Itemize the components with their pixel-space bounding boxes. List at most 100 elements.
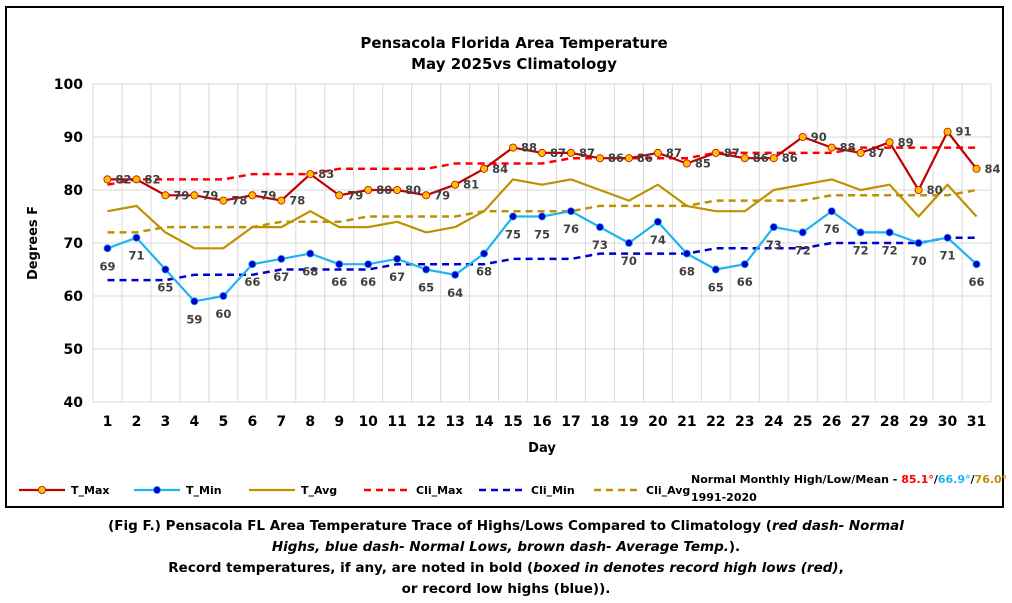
- tmax-data-label: 87: [666, 146, 682, 160]
- series-line-t-avg: [107, 178, 978, 250]
- tmin-data-label: 66: [331, 275, 347, 289]
- normals-note: Normal Monthly High/Low/Mean - 85.1°/66.…: [691, 473, 1006, 486]
- data-point-t-max: [769, 154, 778, 163]
- y-axis-ticks: 40 50 60 70 80 90 100: [54, 77, 83, 411]
- tmax-data-label: 87: [579, 146, 595, 160]
- tmax-data-label: 84: [985, 162, 1001, 176]
- data-point-t-max: [335, 191, 344, 200]
- data-point-t-min: [277, 254, 286, 263]
- tmin-data-label: 64: [447, 286, 463, 300]
- tmin-data-label: 65: [418, 281, 434, 295]
- tmin-data-label: 66: [737, 275, 753, 289]
- data-point-t-min: [451, 270, 460, 279]
- tmax-data-label: 79: [434, 188, 450, 202]
- tmin-data-label: 67: [389, 270, 405, 284]
- tmax-data-label: 78: [289, 194, 305, 208]
- data-point-t-min: [740, 260, 749, 269]
- legend-label: Cli_Max: [416, 484, 463, 497]
- data-point-t-max: [538, 148, 547, 157]
- tmin-data-label: 66: [360, 275, 376, 289]
- tmax-data-label: 85: [695, 157, 711, 171]
- tmax-data-label: 83: [318, 167, 334, 181]
- tmax-data-label: 88: [521, 141, 537, 155]
- data-point-t-min: [595, 223, 604, 232]
- data-point-t-min: [885, 228, 894, 237]
- x-tick-label: 21: [677, 414, 696, 430]
- x-tick-label: 11: [387, 414, 406, 430]
- caption-text: ,: [838, 560, 844, 576]
- tmin-data-label: 73: [592, 238, 608, 252]
- data-point-t-max: [740, 154, 749, 163]
- temperature-chart: Pensacola Florida Area Temperature May 2…: [19, 34, 1006, 504]
- chart-title: Pensacola Florida Area Temperature: [360, 34, 667, 52]
- data-point-t-min: [161, 265, 170, 274]
- tmax-data-label: 82: [144, 172, 160, 186]
- data-point-t-max: [219, 196, 228, 205]
- legend-label: T_Min: [186, 484, 222, 497]
- x-tick-label: 20: [648, 414, 668, 430]
- data-point-t-min: [219, 291, 228, 300]
- tmin-data-label: 74: [650, 233, 666, 247]
- x-axis-ticks: 1 2 3 4 5 6 7 8 9 10 11 12 13 14 15 16 17 18 19 20 21 22 23 24 2…: [103, 414, 987, 430]
- data-point-t-min: [306, 249, 315, 258]
- x-tick-label: 29: [909, 414, 928, 430]
- tmax-data-label: 89: [898, 135, 914, 149]
- y-tick-label: 40: [64, 395, 84, 411]
- legend: T_Max T_Min T_Avg Cli_Max Cli_Min Cli_Avg: [19, 484, 690, 497]
- x-tick-label: 26: [822, 414, 841, 430]
- data-point-t-min: [335, 260, 344, 269]
- x-tick-label: 7: [276, 414, 286, 430]
- tmin-data-label: 72: [882, 243, 898, 257]
- tmin-data-label: 73: [766, 238, 782, 252]
- normals-period: 1991-2020: [691, 491, 757, 504]
- x-tick-label: 31: [967, 414, 986, 430]
- x-tick-label: 16: [532, 414, 551, 430]
- data-point-t-min: [856, 228, 865, 237]
- tmin-data-label: 76: [563, 222, 579, 236]
- legend-label: T_Avg: [301, 484, 337, 497]
- data-point-t-max: [190, 191, 199, 200]
- x-tick-label: 28: [880, 414, 899, 430]
- tmax-data-label: 81: [463, 178, 479, 192]
- x-tick-label: 6: [247, 414, 257, 430]
- y-tick-label: 80: [64, 183, 84, 199]
- x-tick-label: 30: [938, 414, 958, 430]
- tmin-data-label: 68: [302, 265, 318, 279]
- tmin-data-label: 68: [476, 265, 492, 279]
- data-point-t-min: [480, 249, 489, 258]
- caption-text: (Fig F.) Pensacola FL Area Temperature T…: [108, 518, 772, 534]
- data-point-t-min: [827, 207, 836, 216]
- caption-text: Record temperatures, if any, are noted i…: [168, 560, 534, 576]
- tmin-data-label: 66: [244, 275, 260, 289]
- x-tick-label: 13: [445, 414, 464, 430]
- tmin-data-label: 69: [99, 259, 115, 273]
- figure-caption: (Fig F.) Pensacola FL Area Temperature T…: [0, 516, 1012, 600]
- tmax-data-label: 80: [405, 183, 421, 197]
- tmax-data-label: 82: [115, 172, 131, 186]
- data-point-t-max: [248, 191, 257, 200]
- x-tick-label: 9: [334, 414, 344, 430]
- y-tick-label: 100: [54, 77, 83, 93]
- x-tick-label: 24: [764, 414, 784, 430]
- tmax-data-label: 79: [347, 188, 363, 202]
- chart-subtitle: May 2025vs Climatology: [411, 55, 617, 73]
- normals-prefix: Normal Monthly High/Low/Mean -: [691, 473, 901, 486]
- data-point-t-max: [595, 154, 604, 163]
- data-point-t-min: [972, 260, 981, 269]
- data-point-t-max: [364, 185, 373, 194]
- tmin-data-label: 75: [505, 228, 521, 242]
- tmax-data-label: 86: [782, 151, 798, 165]
- x-tick-label: 5: [218, 414, 228, 430]
- caption-italic-text: boxed in denotes record high lows (red): [533, 560, 839, 576]
- tmin-data-label: 67: [273, 270, 289, 284]
- tmax-data-label: 80: [376, 183, 392, 197]
- y-tick-label: 70: [64, 236, 84, 252]
- normals-sep-2: /: [971, 473, 976, 486]
- data-point-t-max: [132, 175, 141, 184]
- series-line-cli-min: [107, 236, 977, 282]
- data-point-t-min: [393, 254, 402, 263]
- caption-line-1: (Fig F.) Pensacola FL Area Temperature T…: [0, 516, 1012, 537]
- x-tick-label: 3: [161, 414, 171, 430]
- series-line-cli-max: [107, 146, 977, 186]
- x-axis-title: Day: [528, 441, 556, 456]
